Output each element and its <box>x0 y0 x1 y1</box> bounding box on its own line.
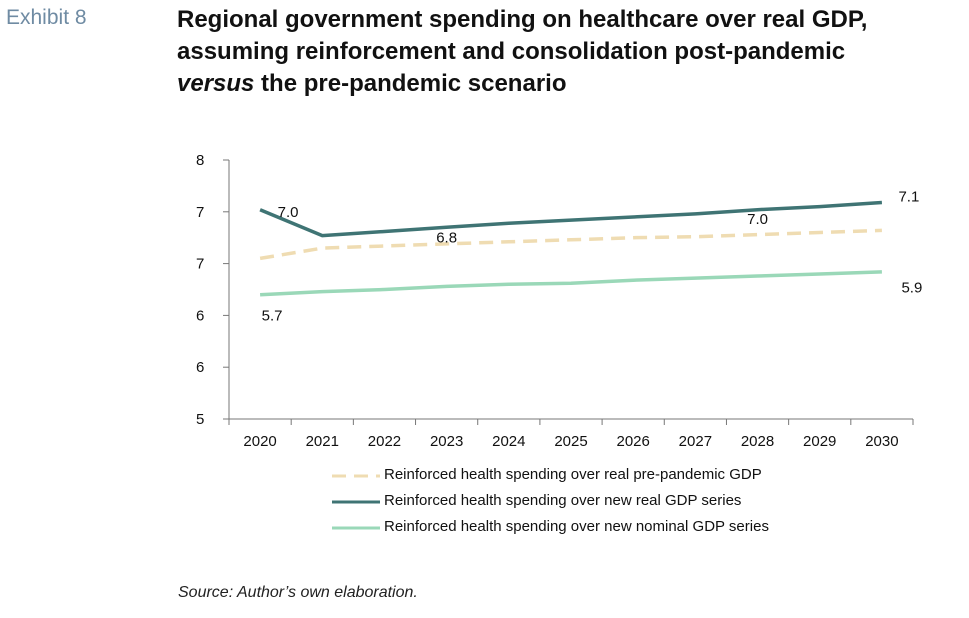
x-tick-label: 2027 <box>679 433 712 450</box>
x-tick-label: 2024 <box>492 433 525 450</box>
x-tick-label: 2021 <box>306 433 339 450</box>
series-line-2 <box>260 270 882 297</box>
data-label: 7.1 <box>898 188 919 205</box>
chart-series <box>259 200 883 297</box>
x-tick-label: 2029 <box>803 433 836 450</box>
legend-swatch-light <box>332 526 380 530</box>
title-line-3-rest: the pre-pandemic scenario <box>254 70 567 97</box>
data-label: 5.9 <box>901 279 922 296</box>
exhibit-label: Exhibit 8 <box>6 6 87 29</box>
y-tick-label: 7 <box>196 256 204 273</box>
y-tick-label: 6 <box>196 307 204 324</box>
y-tick-label: 5 <box>196 411 204 428</box>
legend-label: Reinforced health spending over real pre… <box>384 466 762 483</box>
chart-title: Regional government spending on healthca… <box>177 4 957 100</box>
x-tick-label: 2022 <box>368 433 401 450</box>
chart-axes: 5 6 6 7 7 8 2020 2021 2022 2023 2024 2025 2026 2027 20… <box>196 152 914 450</box>
y-tick-label: 8 <box>196 152 204 169</box>
data-label: 6.8 <box>436 230 457 247</box>
x-tick-label: 2020 <box>243 433 276 450</box>
title-line-3-italic: versus <box>177 70 255 97</box>
x-tick-label: 2026 <box>616 433 649 450</box>
data-label: 5.7 <box>262 307 283 324</box>
y-tick-label: 7 <box>196 204 204 221</box>
data-label: 7.0 <box>747 211 768 228</box>
x-tick-label: 2028 <box>741 433 774 450</box>
legend-label: Reinforced health spending over new real… <box>384 492 742 509</box>
title-line-3: versus the pre-pandemic scenario <box>177 68 957 100</box>
chart-data-labels: 7.0 6.8 7.0 7.1 5.7 5.9 <box>262 188 923 324</box>
source-note: Source: Author’s own elaboration. <box>178 584 418 601</box>
x-tick-label: 2030 <box>865 433 898 450</box>
title-line-2: assuming reinforcement and consolidation… <box>177 38 846 65</box>
title-line-1: Regional government spending on healthca… <box>177 6 868 33</box>
legend-swatch-dark <box>332 500 380 504</box>
x-tick-label: 2023 <box>430 433 463 450</box>
series-line-1 <box>259 200 883 238</box>
legend-swatch-dashed <box>332 474 380 478</box>
y-tick-label: 6 <box>196 359 204 376</box>
legend-label: Reinforced health spending over new nomi… <box>384 518 769 535</box>
data-label: 7.0 <box>278 204 299 221</box>
x-tick-label: 2025 <box>554 433 587 450</box>
series-line-0 <box>259 228 882 261</box>
